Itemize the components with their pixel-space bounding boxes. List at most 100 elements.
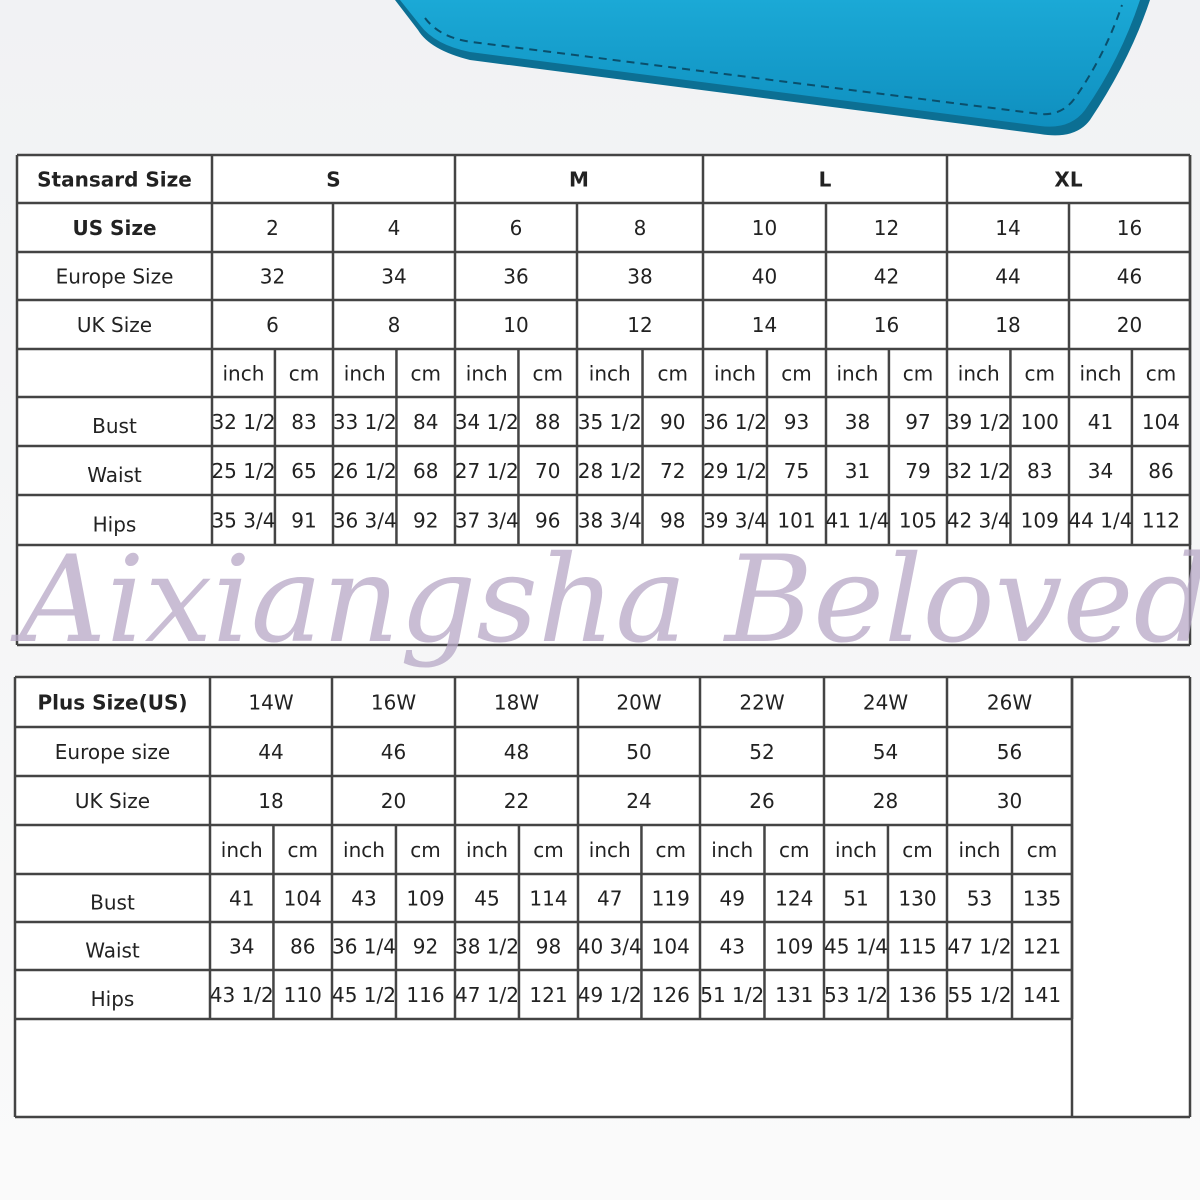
cell-text: 65 — [291, 459, 316, 483]
cell-text: 97 — [905, 410, 930, 434]
unit-label: cm — [533, 838, 563, 862]
cell-text: 40 3/4 — [578, 935, 642, 959]
cell-text: 53 — [967, 887, 992, 911]
unit-label: cm — [1027, 838, 1057, 862]
row-label: UK Size — [75, 789, 150, 813]
size-group: XL — [1054, 168, 1082, 192]
cell-text: 31 — [845, 459, 870, 483]
watermark: Aixiangsha Beloved — [10, 531, 1200, 670]
row-label: Bust — [92, 414, 137, 438]
unit-label: cm — [902, 838, 932, 862]
cell-text: 12 — [627, 313, 652, 337]
cell-text: 83 — [291, 410, 316, 434]
cell-text: 40 — [752, 265, 777, 289]
cell-text: 42 3/4 — [947, 509, 1011, 533]
cell-text: 109 — [775, 935, 813, 959]
cell-text: 29 1/2 — [703, 459, 767, 483]
unit-label: inch — [958, 362, 1000, 386]
cell-text: 119 — [652, 887, 690, 911]
cell-text: 101 — [777, 509, 815, 533]
cell-text: 34 1/2 — [455, 410, 519, 434]
size-label: 18W — [494, 691, 539, 715]
unit-label: inch — [589, 838, 631, 862]
cell-text: 18 — [258, 789, 283, 813]
cell-text: 34 — [381, 265, 406, 289]
decorative-tab — [400, 0, 1140, 127]
cell-text: 44 — [258, 740, 283, 764]
cell-text: 92 — [413, 509, 438, 533]
size-group: L — [819, 168, 832, 192]
cell-text: 39 1/2 — [947, 410, 1011, 434]
cell-text: 42 — [874, 265, 899, 289]
cell-text: 98 — [660, 509, 685, 533]
cell-text: 121 — [1023, 935, 1061, 959]
unit-label: inch — [714, 362, 756, 386]
cell-text: 36 1/2 — [703, 410, 767, 434]
unit-label: cm — [658, 362, 688, 386]
cell-text: 68 — [413, 459, 438, 483]
cell-text: 56 — [997, 740, 1022, 764]
cell-text: 25 1/2 — [211, 459, 275, 483]
row-label: Waist — [85, 939, 140, 963]
cell-text: 34 — [229, 935, 254, 959]
cell-text: 121 — [529, 983, 567, 1007]
cell-text: 109 — [406, 887, 444, 911]
cell-text: 98 — [536, 935, 561, 959]
cell-text: 46 — [1117, 265, 1142, 289]
unit-label: cm — [410, 362, 440, 386]
cell-text: 114 — [529, 887, 567, 911]
unit-label: inch — [959, 838, 1001, 862]
cell-text: 18 — [995, 313, 1020, 337]
cell-text: 130 — [898, 887, 936, 911]
cell-text: 16 — [1117, 216, 1142, 240]
cell-text: 4 — [388, 216, 401, 240]
cell-text: 110 — [284, 983, 322, 1007]
cell-text: 44 1/4 — [1068, 509, 1132, 533]
unit-label: inch — [344, 362, 386, 386]
cell-text: 136 — [898, 983, 936, 1007]
cell-text: 115 — [898, 935, 936, 959]
unit-label: inch — [1080, 362, 1122, 386]
cell-text: 12 — [874, 216, 899, 240]
cell-text: 20 — [1117, 313, 1142, 337]
cell-text: 47 — [597, 887, 622, 911]
cell-text: 124 — [775, 887, 813, 911]
cell-text: 112 — [1142, 509, 1180, 533]
cell-text: 8 — [634, 216, 647, 240]
cell-text: 84 — [413, 410, 438, 434]
cell-text: 104 — [652, 935, 690, 959]
unit-label: cm — [1146, 362, 1176, 386]
row-label: Hips — [91, 987, 135, 1011]
cell-text: 54 — [873, 740, 898, 764]
cell-text: 105 — [899, 509, 937, 533]
cell-text: 45 — [474, 887, 499, 911]
cell-text: 32 1/2 — [211, 410, 275, 434]
cell-text: 10 — [752, 216, 777, 240]
cell-text: 8 — [388, 313, 401, 337]
cell-text: 86 — [1148, 459, 1173, 483]
cell-text: 41 — [1088, 410, 1113, 434]
cell-text: 104 — [284, 887, 322, 911]
cell-text: 6 — [266, 313, 279, 337]
cell-text: 92 — [413, 935, 438, 959]
row-label: Europe size — [55, 740, 170, 764]
row-label: Europe Size — [56, 265, 174, 289]
unit-label: cm — [903, 362, 933, 386]
cell-text: 27 1/2 — [455, 459, 519, 483]
cell-text: 55 1/2 — [948, 983, 1012, 1007]
size-label: 22W — [739, 691, 784, 715]
cell-text: 45 1/4 — [824, 935, 888, 959]
cell-text: 96 — [535, 509, 560, 533]
cell-text: 44 — [995, 265, 1020, 289]
unit-label: inch — [835, 838, 877, 862]
unit-label: cm — [532, 362, 562, 386]
cell-text: 116 — [406, 983, 444, 1007]
cell-text: 49 1/2 — [578, 983, 642, 1007]
cell-text: 51 — [843, 887, 868, 911]
cell-text: 135 — [1023, 887, 1061, 911]
cell-text: 24 — [626, 789, 651, 813]
cell-text: 48 — [504, 740, 529, 764]
unit-label: inch — [221, 838, 263, 862]
cell-text: 37 3/4 — [455, 509, 519, 533]
